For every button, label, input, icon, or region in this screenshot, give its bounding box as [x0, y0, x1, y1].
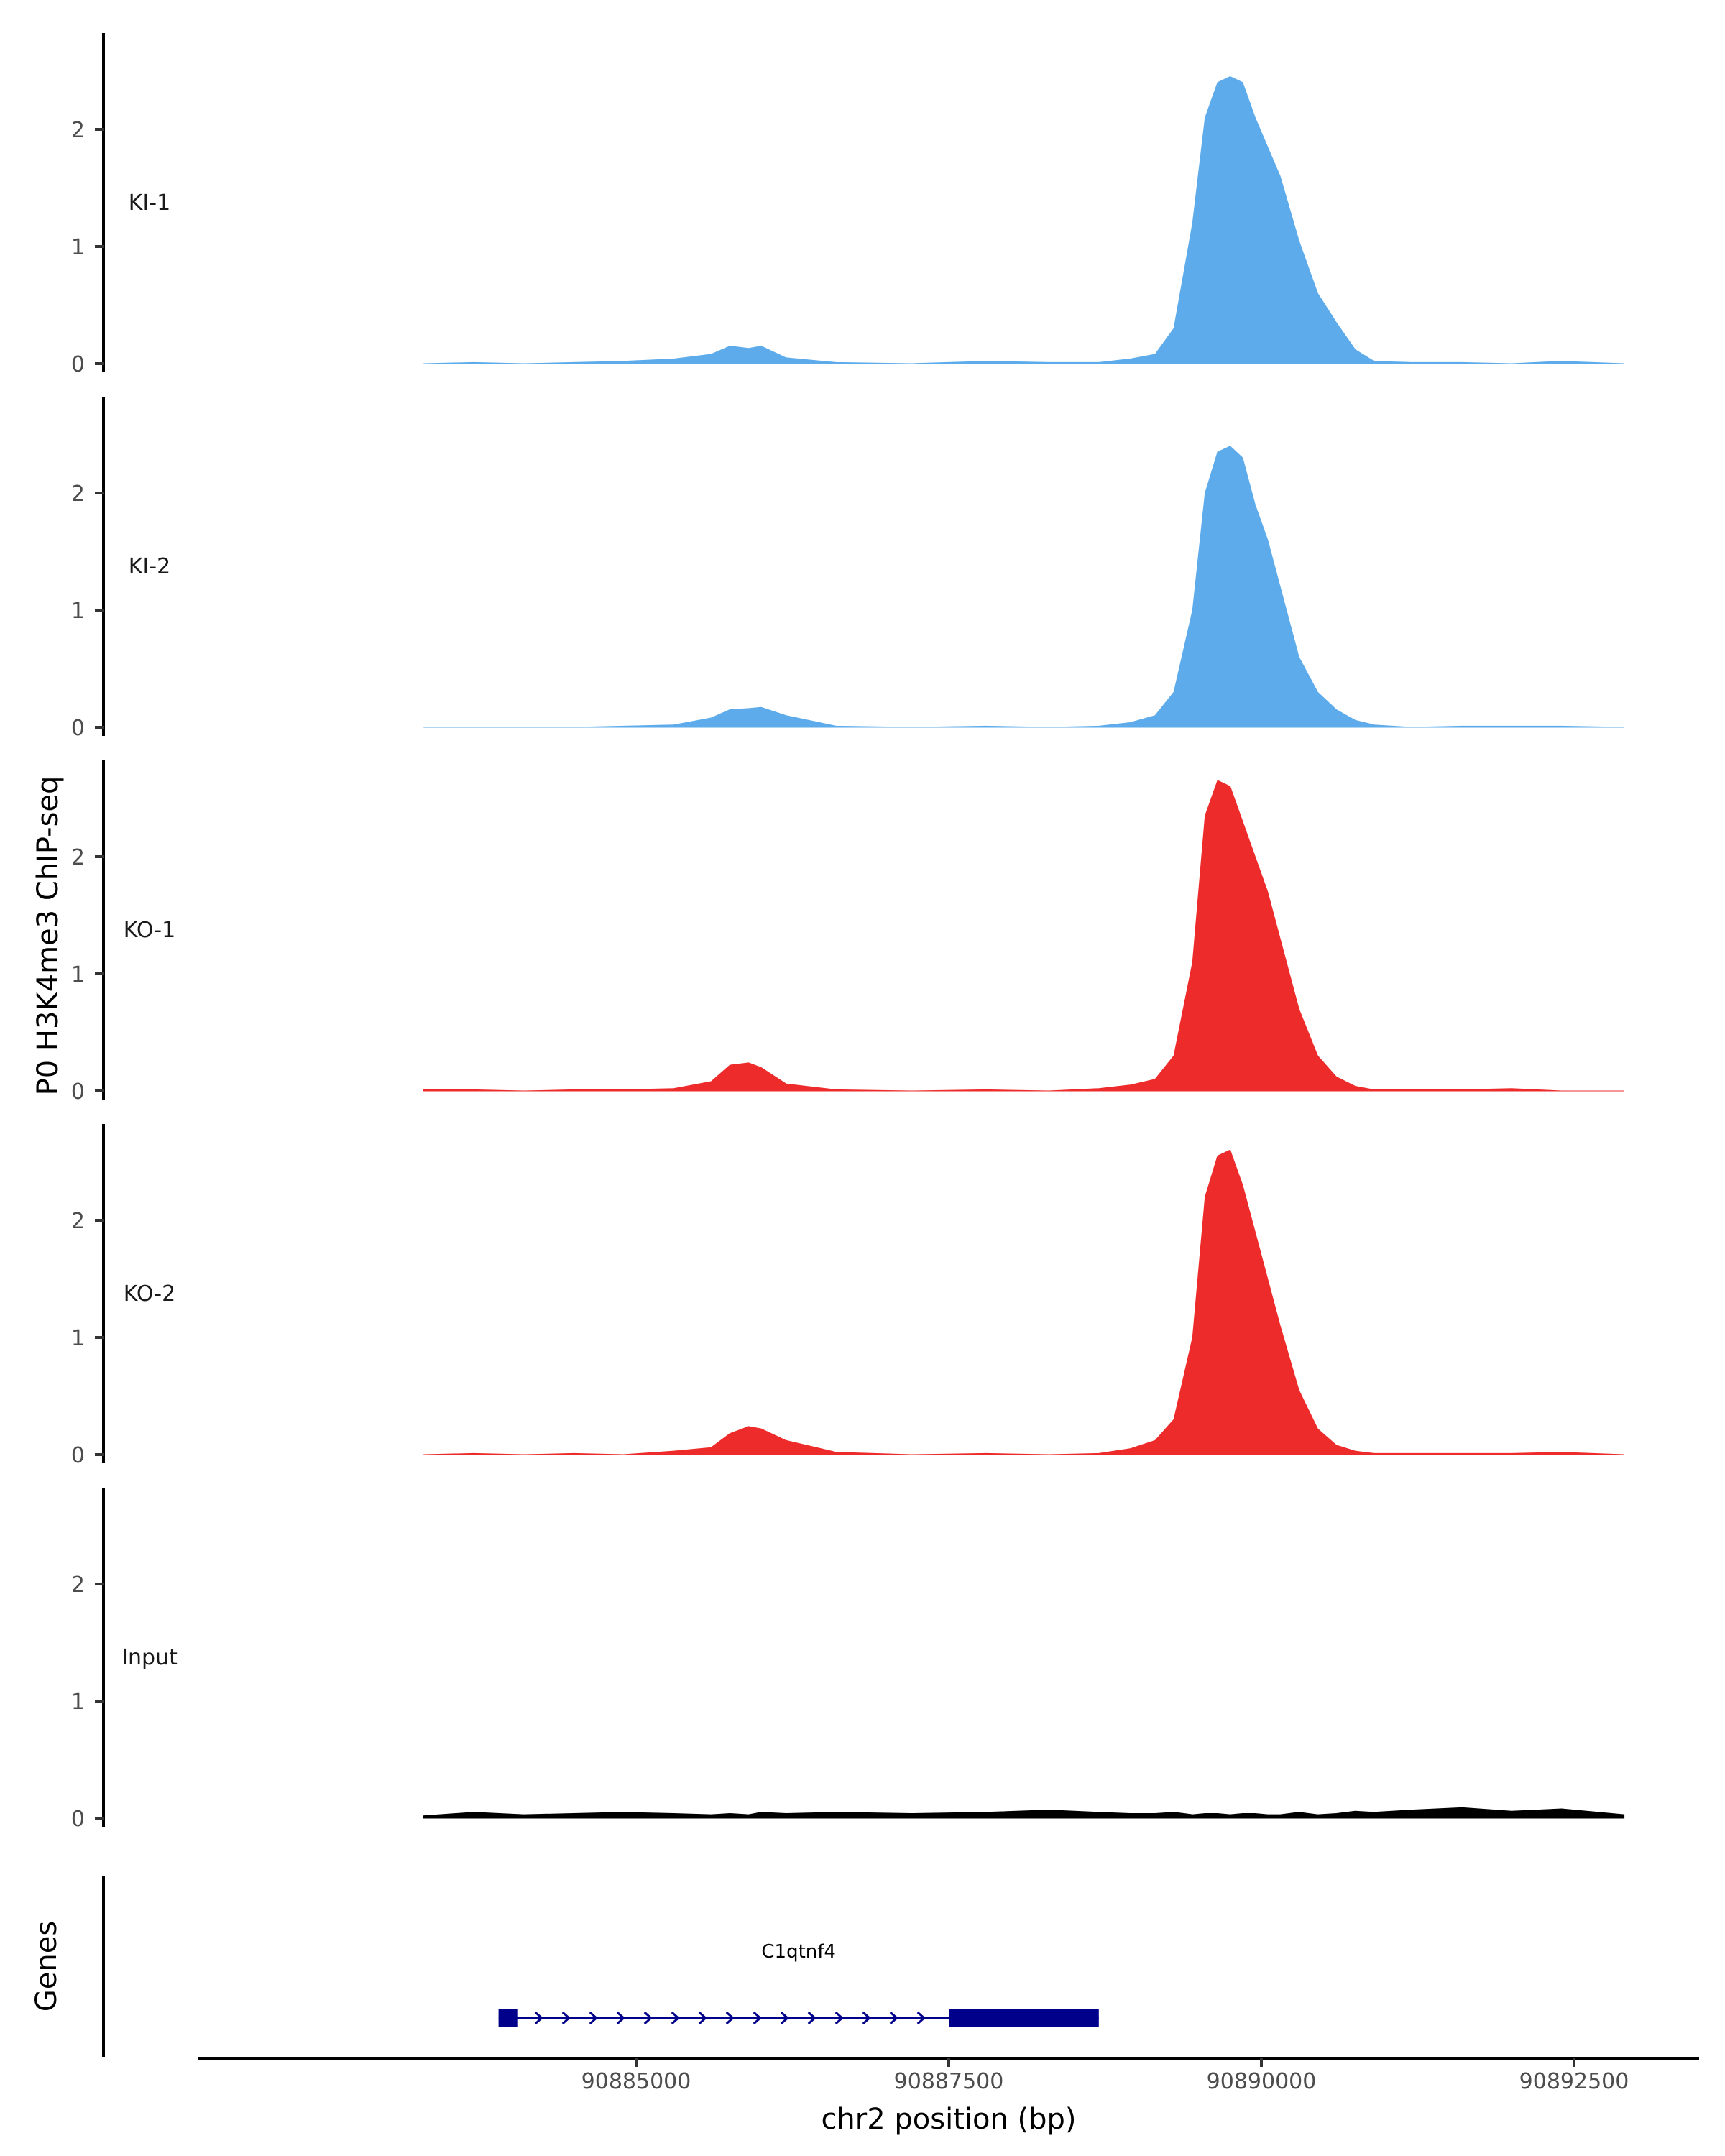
- panel-ko-1-ytick-label-2: 2: [71, 845, 85, 870]
- x-tick-label-3: 90892500: [1519, 2069, 1629, 2094]
- coverage-panels: 0 1 2 KI-1 0 1 2 KI-2 0 1 2 KO-1 0 1 2 KO-2 0 1 2 Input: [71, 33, 1625, 1832]
- panel-ko-2-ytick-label-1: 1: [71, 1326, 85, 1351]
- y-axis-title: P0 H3K4me3 ChIP-seq: [32, 776, 65, 1096]
- x-axis-title: chr2 position (bp): [821, 2103, 1076, 2136]
- gene-strand-arrow-6: [698, 2011, 707, 2025]
- gene-strand-arrow-3: [616, 2011, 625, 2025]
- panel-ki-2-ytick-label-2: 2: [71, 482, 85, 507]
- panel-ki-2-ytick-label-1: 1: [71, 599, 85, 624]
- panel-ki-1-ytick-label-0: 0: [71, 352, 85, 377]
- x-tick-label-1: 90887500: [894, 2069, 1004, 2094]
- track-label-ki-1: KI-1: [129, 190, 170, 216]
- coverage-area-ki-1: [423, 76, 1624, 364]
- panel-input: 0 1 2 Input: [71, 1488, 1625, 1832]
- panel-ki-1-ytick-label-1: 1: [71, 235, 85, 260]
- gene-name-label: C1qtnf4: [761, 1941, 836, 1963]
- gene-track-panel: Genes C1qtnf4: [30, 1876, 1099, 2057]
- x-tick-label-2: 90890000: [1207, 2069, 1317, 2094]
- gene-track-label: Genes: [30, 1921, 63, 2012]
- x-axis-ticks: 90885000 90887500 90890000 90892500: [581, 2058, 1629, 2094]
- x-tick-label-0: 90885000: [581, 2069, 691, 2094]
- panel-ki-1-ytick-label-2: 2: [71, 118, 85, 143]
- gene-strand-arrow-9: [780, 2011, 789, 2025]
- gene-strand-arrow-12: [862, 2011, 871, 2025]
- gene-strand-arrow-7: [725, 2011, 735, 2025]
- panel-ki-2: 0 1 2 KI-2: [71, 397, 1624, 741]
- gene-strand-arrow-0: [534, 2011, 543, 2025]
- panel-ko-1: 0 1 2 KO-1: [71, 760, 1624, 1105]
- gene-strand-arrow-11: [834, 2011, 844, 2025]
- gene-exon-3prime: [949, 2009, 1099, 2027]
- gene-strand-arrow-13: [889, 2011, 898, 2025]
- panel-ki-1: 0 1 2 KI-1: [71, 33, 1624, 377]
- gene-strand-arrow-2: [589, 2011, 598, 2025]
- x-axis: 90885000 90887500 90890000 90892500 chr2 po…: [198, 2057, 1699, 2136]
- panel-ko-2: 0 1 2 KO-2: [71, 1124, 1624, 1468]
- gene-strand-arrow-5: [671, 2011, 680, 2025]
- coverage-area-ki-2: [423, 446, 1624, 728]
- panel-ko-1-ytick-label-0: 0: [71, 1079, 85, 1105]
- gene-strand-arrow-10: [807, 2011, 816, 2025]
- coverage-area-input: [423, 1807, 1625, 1819]
- panel-ki-2-ytick-label-0: 0: [71, 716, 85, 741]
- track-label-ko-1: KO-1: [124, 918, 175, 943]
- gene-strand-arrow-8: [753, 2011, 762, 2025]
- track-label-ko-2: KO-2: [124, 1281, 175, 1307]
- panel-ko-2-ytick-label-0: 0: [71, 1443, 85, 1468]
- track-label-input: Input: [121, 1645, 178, 1670]
- gene-exon-5prime: [498, 2009, 518, 2027]
- panel-input-ytick-label-1: 1: [71, 1690, 85, 1715]
- panel-input-ytick-label-0: 0: [71, 1807, 85, 1832]
- gene-strand-arrow-4: [643, 2011, 653, 2025]
- panel-ko-2-ytick-label-2: 2: [71, 1209, 85, 1234]
- coverage-area-ko-1: [423, 780, 1624, 1092]
- gene-model-c1qtnf4: [498, 2009, 1099, 2027]
- coverage-area-ko-2: [423, 1149, 1624, 1455]
- panel-ko-1-ytick-label-1: 1: [71, 962, 85, 987]
- gene-strand-arrow-14: [916, 2011, 926, 2025]
- gene-strand-arrow-1: [561, 2011, 571, 2025]
- panel-input-ytick-label-2: 2: [71, 1572, 85, 1598]
- track-label-ki-2: KI-2: [129, 554, 170, 579]
